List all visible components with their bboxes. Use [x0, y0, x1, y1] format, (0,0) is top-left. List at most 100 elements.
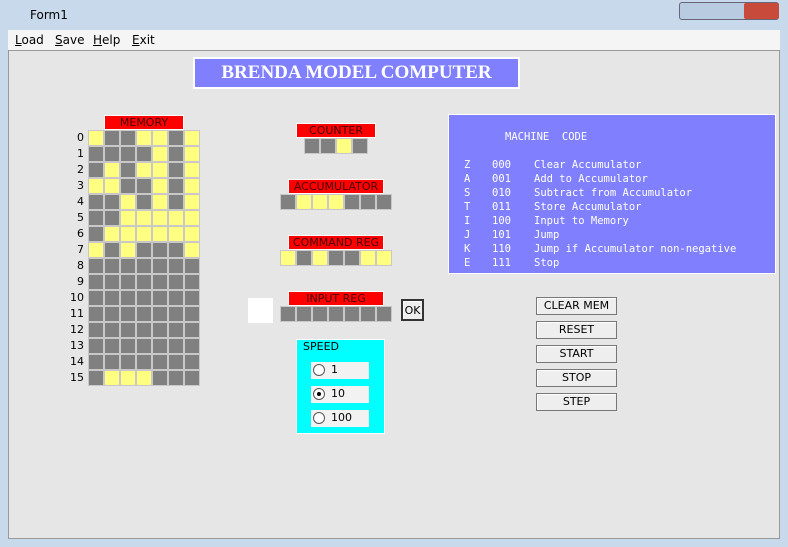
register-cell	[360, 306, 376, 322]
memory-cell	[184, 274, 200, 290]
close-button[interactable]	[744, 3, 779, 19]
memory-cell	[120, 290, 136, 306]
menu-item[interactable]: Load	[15, 33, 44, 47]
window-controls	[679, 2, 779, 20]
radio[interactable]	[313, 364, 325, 376]
memory-cell	[120, 178, 136, 194]
register-label: INPUT REG	[288, 291, 384, 306]
memory-cell	[168, 242, 184, 258]
memory-cell	[104, 194, 120, 210]
code-letter: E	[464, 257, 471, 269]
register-cell	[296, 194, 312, 210]
menu-item[interactable]: Help	[93, 33, 121, 47]
button[interactable]: STOP	[536, 369, 617, 387]
memory-cell	[136, 130, 152, 146]
button[interactable]: CLEAR MEM	[536, 297, 617, 315]
memory-cell	[104, 258, 120, 274]
memory-cell	[88, 210, 104, 226]
memory-cell	[120, 338, 136, 354]
memory-cell	[152, 242, 168, 258]
memory-cell	[168, 162, 184, 178]
row-label: 7	[77, 243, 84, 256]
memory-cell	[152, 354, 168, 370]
memory-cell	[152, 370, 168, 386]
button[interactable]: RESET	[536, 321, 617, 339]
speed-option[interactable]: 100	[311, 410, 369, 427]
button[interactable]: START	[536, 345, 617, 363]
code-description: Subtract from Accumulator	[534, 187, 693, 199]
memory-cell	[152, 146, 168, 162]
register-cell	[376, 306, 392, 322]
memory-cell	[88, 194, 104, 210]
memory-cell	[120, 146, 136, 162]
memory-cell	[184, 322, 200, 338]
register-cell	[344, 250, 360, 266]
ok-button[interactable]: OK	[401, 299, 424, 321]
memory-cell	[120, 306, 136, 322]
register-cell	[312, 194, 328, 210]
memory-cell	[136, 210, 152, 226]
memory-cell	[168, 354, 184, 370]
memory-cell	[152, 322, 168, 338]
register-label: COUNTER	[296, 123, 376, 138]
memory-label: MEMORY	[104, 115, 184, 130]
code-bits: 000	[492, 159, 511, 171]
radio[interactable]	[313, 388, 325, 400]
memory-cell	[88, 178, 104, 194]
memory-cell	[152, 258, 168, 274]
memory-cell	[104, 178, 120, 194]
row-label: 11	[70, 307, 84, 320]
register-cell	[312, 306, 328, 322]
memory-cell	[104, 274, 120, 290]
register-cell	[280, 306, 296, 322]
memory-cell	[184, 162, 200, 178]
code-description: Stop	[534, 257, 560, 269]
memory-cell	[184, 130, 200, 146]
memory-cell	[104, 242, 120, 258]
code-description: Clear Accumulator	[534, 159, 642, 171]
code-description: Jump if Accumulator non-negative	[534, 243, 737, 255]
row-label: 2	[77, 163, 84, 176]
radio[interactable]	[313, 412, 325, 424]
speed-option[interactable]: 10	[311, 386, 369, 403]
memory-cell	[104, 354, 120, 370]
speed-option[interactable]: 1	[311, 362, 369, 379]
memory-cell	[136, 274, 152, 290]
register-cell	[296, 250, 312, 266]
row-label: 12	[70, 323, 84, 336]
row-label: 10	[70, 291, 84, 304]
memory-cell	[152, 162, 168, 178]
speed-option-label: 1	[331, 363, 338, 376]
memory-cell	[152, 178, 168, 194]
memory-cell	[152, 274, 168, 290]
memory-cell	[168, 290, 184, 306]
memory-cell	[88, 306, 104, 322]
row-label: 1	[77, 147, 84, 160]
register-label: COMMAND REG	[288, 235, 384, 250]
register-cell	[360, 250, 376, 266]
memory-cell	[184, 290, 200, 306]
button[interactable]: STEP	[536, 393, 617, 411]
memory-cell	[104, 290, 120, 306]
row-label: 9	[77, 275, 84, 288]
code-letter: T	[464, 201, 471, 213]
memory-cell	[152, 210, 168, 226]
menu-item[interactable]: Save	[55, 33, 85, 47]
memory-cell	[120, 162, 136, 178]
memory-cell	[104, 130, 120, 146]
row-label: 3	[77, 179, 84, 192]
speed-label: SPEED	[303, 340, 339, 353]
row-label: 6	[77, 227, 84, 240]
menu-item[interactable]: Exit	[132, 33, 155, 47]
memory-cell	[136, 338, 152, 354]
memory-cell	[168, 226, 184, 242]
memory-cell	[104, 306, 120, 322]
register-cell	[328, 194, 344, 210]
memory-cell	[120, 274, 136, 290]
code-letter: Z	[464, 159, 471, 171]
input-box[interactable]	[248, 298, 273, 323]
code-letter: J	[464, 229, 471, 241]
memory-cell	[184, 258, 200, 274]
register-cell	[360, 194, 376, 210]
